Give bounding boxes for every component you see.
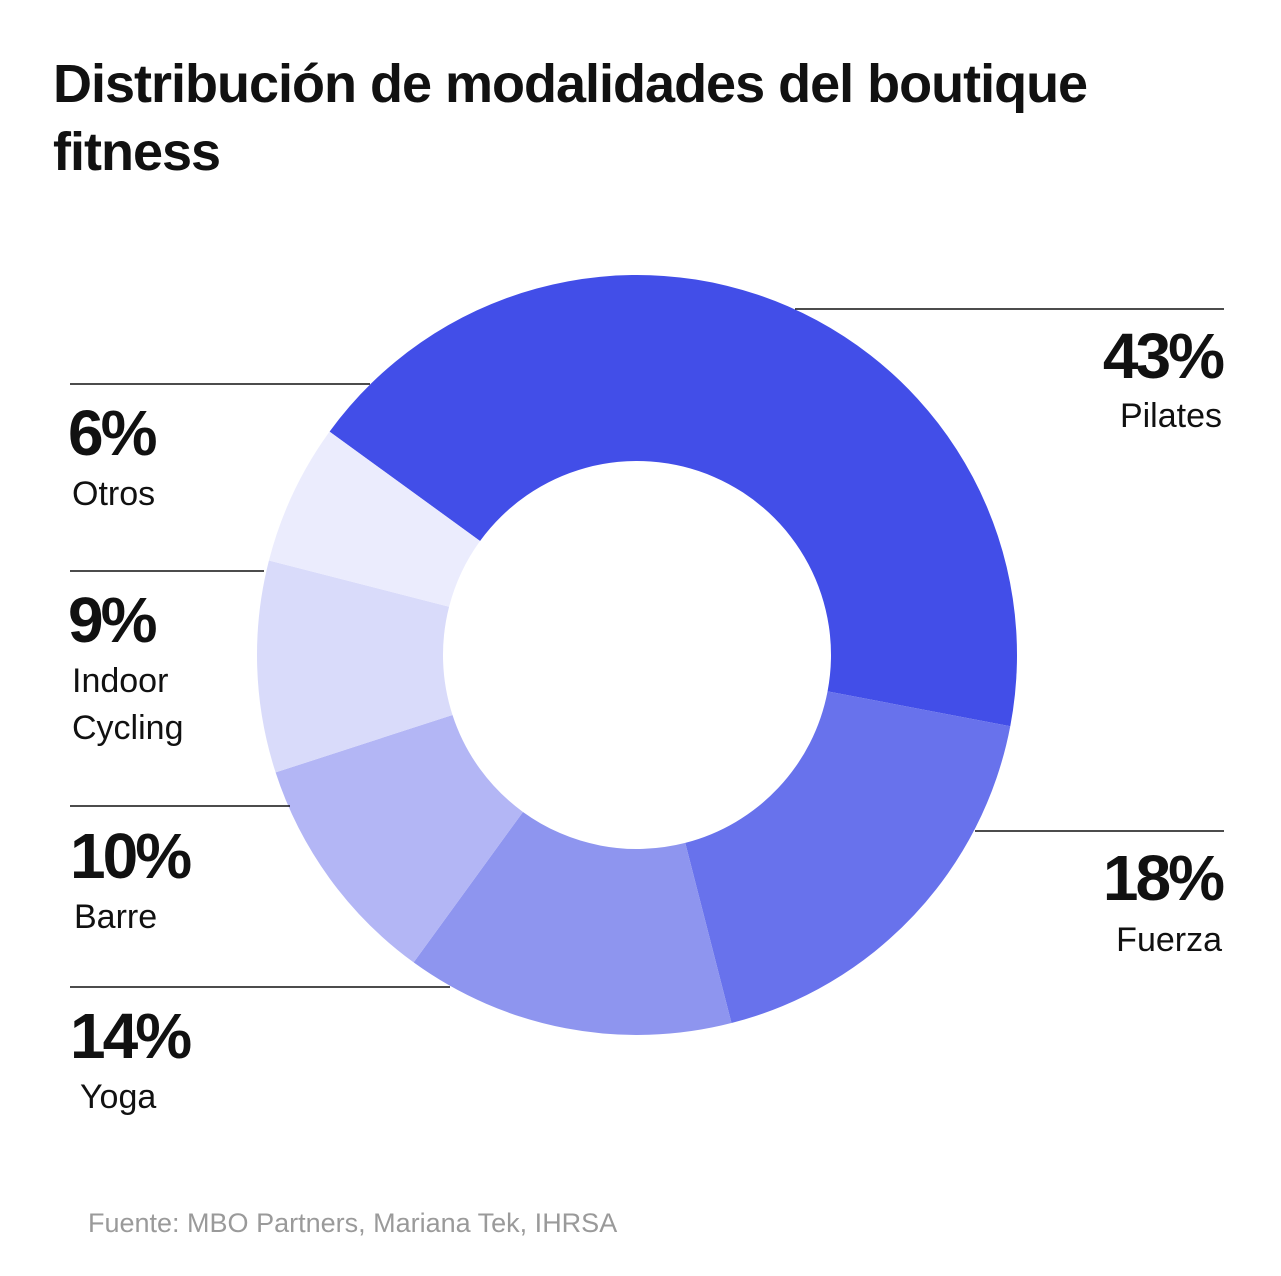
- value-label-yoga: 14%: [70, 1000, 191, 1072]
- category-label-line: Otros: [72, 475, 155, 513]
- category-label-yoga: Yoga: [80, 1078, 156, 1116]
- category-label-line: Cycling: [72, 709, 183, 747]
- slice-indoor-cycling: [256, 560, 453, 773]
- value-label-indoor-cycling: 9%: [68, 584, 157, 656]
- donut-slices: [256, 274, 1017, 1035]
- slice-otros: [268, 431, 481, 607]
- value-label-barre: 10%: [70, 820, 191, 892]
- category-label-otros: Otros: [72, 475, 155, 513]
- category-label-line: Indoor: [72, 662, 168, 700]
- category-label-line: Fuerza: [1116, 921, 1222, 959]
- slice-barre: [275, 714, 523, 963]
- slice-labels: 43%Pilates18%Fuerza14%Yoga10%Barre9%Indo…: [68, 320, 1227, 1116]
- category-label-line: Barre: [74, 898, 157, 936]
- category-label-pilates: Pilates: [1120, 397, 1222, 435]
- category-label-line: Yoga: [80, 1078, 156, 1116]
- source-note: Fuente: MBO Partners, Mariana Tek, IHRSA: [88, 1208, 618, 1238]
- category-label-barre: Barre: [74, 898, 157, 936]
- slice-fuerza: [685, 691, 1011, 1024]
- chart-title: Distribución de modalidades del boutique…: [53, 54, 1088, 182]
- value-label-pilates: 43%: [1103, 320, 1224, 392]
- category-label-indoor-cycling: Indoor Cycling: [72, 662, 183, 747]
- category-label-line: Pilates: [1120, 397, 1222, 435]
- slice-yoga: [413, 811, 732, 1035]
- category-label-fuerza: Fuerza: [1116, 921, 1222, 959]
- leader-lines: [70, 308, 1224, 988]
- slice-pilates: [329, 274, 1017, 727]
- value-label-fuerza: 18%: [1103, 842, 1224, 914]
- value-label-otros: 6%: [68, 397, 157, 469]
